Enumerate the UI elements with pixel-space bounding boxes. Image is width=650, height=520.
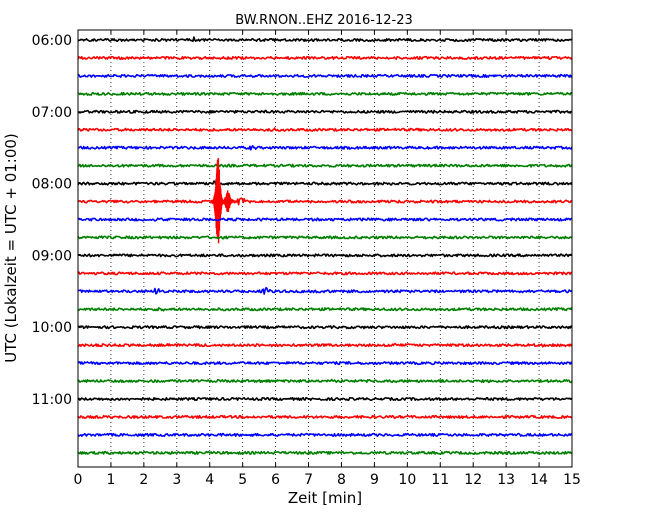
trace-1130 (77, 432, 573, 437)
trace-0745 (77, 163, 573, 168)
x-tick-label: 2 (139, 472, 148, 488)
trace-1030 (77, 361, 573, 366)
y-tick-label: 11:00 (32, 392, 72, 408)
trace-0915 (77, 271, 573, 276)
trace-1100 (77, 396, 573, 402)
x-axis-title: Zeit [min] (288, 489, 362, 507)
y-tick-label: 06:00 (32, 33, 72, 49)
x-tick-label: 14 (530, 472, 548, 488)
trace-0900 (77, 253, 573, 258)
x-tick-label: 6 (271, 472, 280, 488)
trace-0815 (77, 159, 573, 218)
trace-0930 (77, 286, 573, 295)
trace-1015 (77, 342, 573, 348)
trace-1000 (77, 325, 573, 330)
trace-0945 (77, 306, 573, 312)
seismic-traces (77, 36, 573, 455)
y-tick-label: 09:00 (32, 248, 72, 264)
trace-0715 (77, 127, 573, 132)
x-tick-labels: 0 1 2 3 4 5 6 7 8 9 10 11 12 13 14 15 (74, 472, 581, 488)
axis-ticks (77, 30, 573, 467)
trace-1115 (77, 414, 573, 419)
x-tick-label: 12 (464, 472, 482, 488)
trace-0630 (77, 73, 573, 78)
chart-title: BW.RNON..EHZ 2016-12-23 (235, 13, 413, 28)
x-tick-label: 3 (172, 472, 181, 488)
grid-lines (110, 30, 540, 467)
x-tick-label: 5 (238, 472, 247, 488)
trace-0600 (77, 36, 573, 43)
x-tick-label: 10 (398, 472, 416, 488)
x-tick-label: 9 (370, 472, 379, 488)
y-tick-label: 08:00 (32, 177, 72, 193)
trace-0845 (77, 235, 573, 240)
y-tick-labels: 06:00 07:00 08:00 09:00 10:00 11:00 (32, 33, 72, 408)
trace-0645 (77, 91, 573, 96)
trace-0830 (77, 217, 573, 222)
y-tick-label: 10:00 (32, 320, 72, 336)
x-tick-label: 8 (337, 472, 346, 488)
x-tick-label: 4 (205, 472, 214, 488)
trace-0730 (77, 145, 573, 151)
y-axis-title: UTC (Lokalzeit = UTC + 01:00) (2, 133, 20, 363)
trace-0615 (77, 55, 573, 60)
trace-1045 (77, 378, 573, 384)
y-tick-label: 07:00 (32, 105, 72, 121)
x-tick-label: 7 (304, 472, 313, 488)
trace-1145 (77, 450, 573, 455)
event-burst (221, 190, 235, 212)
x-tick-label: 13 (497, 472, 515, 488)
plot-area-frame (77, 29, 573, 468)
x-tick-label: 0 (74, 472, 83, 488)
x-tick-label: 11 (431, 472, 449, 488)
trace-0700 (77, 109, 573, 114)
x-tick-label: 1 (106, 472, 115, 488)
trace-0800 (77, 180, 573, 187)
x-tick-label: 15 (563, 472, 581, 488)
